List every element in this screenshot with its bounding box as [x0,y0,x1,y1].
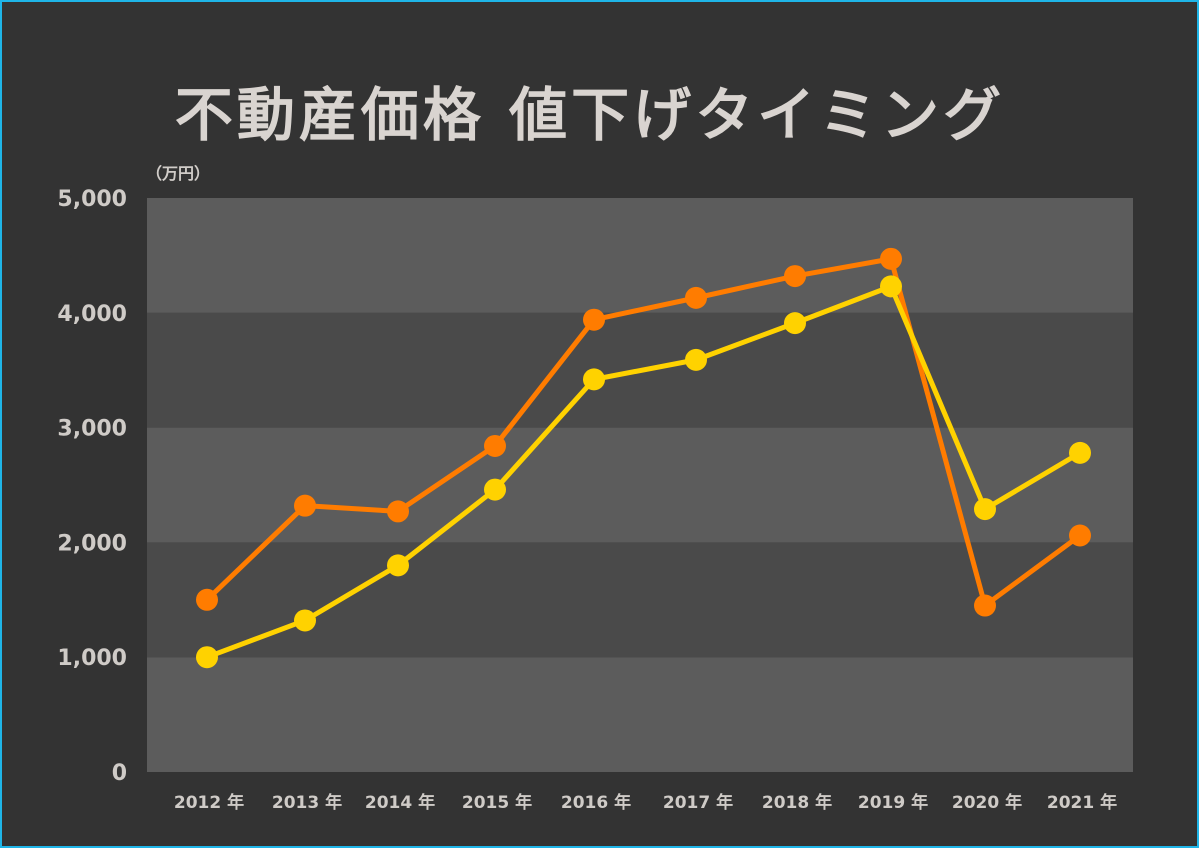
series-line-1 [205,256,1082,609]
series-2-point [387,554,409,577]
y-tick-label: 0 [112,761,127,786]
x-tick-label: 2013 年 [272,792,342,813]
x-tick-label: 2021 年 [1047,792,1117,813]
x-tick-label: 2018 年 [762,792,832,813]
y-tick-label: 4,000 [57,302,127,327]
x-tick-label: 2017 年 [663,792,733,813]
series-1-point [974,594,996,617]
series-2-point [685,348,707,371]
series-1-point [387,500,409,523]
grid-band [147,657,1133,772]
series-line-2 [206,283,1082,660]
y-tick-label: 3,000 [57,417,127,442]
series-2-point [784,312,806,335]
series-1-point [880,247,902,270]
y-tick-label: 5,000 [57,187,127,212]
x-tick-label: 2016 年 [561,792,631,813]
x-tick-label: 2019 年 [858,792,928,813]
y-axis-unit-label: （万円） [146,164,211,183]
series-2-point [974,498,996,521]
series-1-point [294,494,316,517]
series-2-point [1069,441,1091,464]
grid-band [147,542,1133,658]
x-tick-label: 2020 年 [952,792,1022,813]
grid-band [147,427,1133,543]
x-tick-label: 2015 年 [462,792,532,813]
series-1-point [685,286,707,309]
x-tick-label: 2014 年 [365,792,435,813]
chart-title: 不動産価格 値下げタイミング [174,81,1006,149]
series-1-point [1069,524,1091,547]
series-2-point [196,646,218,669]
series-2-point [294,609,316,632]
series-2-point [880,275,902,298]
series-1-point [784,265,806,288]
series-1-point [196,588,218,611]
series-2-point [484,478,506,501]
x-tick-label: 2012 年 [174,792,244,813]
y-tick-label: 2,000 [57,531,127,556]
series-1-point [484,434,506,457]
series-1-point [583,308,605,331]
series-2-point [583,368,605,391]
grid-band [147,198,1133,313]
y-tick-label: 1,000 [57,646,127,671]
